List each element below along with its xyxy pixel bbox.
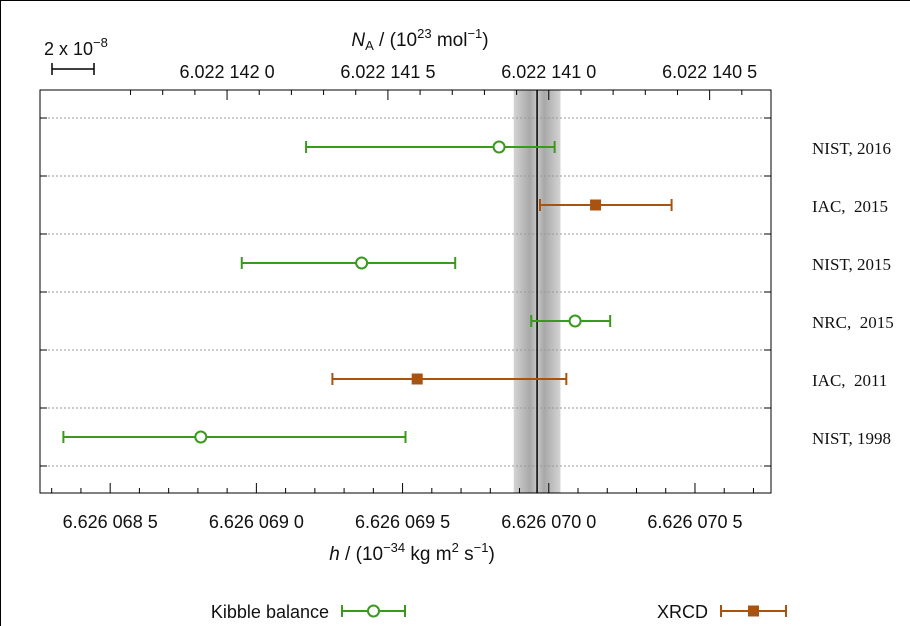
bottom-axis-title: h / (10−34 kg m2 s−1) [329, 540, 495, 565]
legend-swatch [341, 604, 406, 618]
legend-label: Kibble balance [211, 602, 329, 622]
data-point-group [539, 199, 673, 211]
data-point-group [240, 256, 457, 270]
row-label: IAC, 2011 [812, 371, 887, 390]
data-point-group [331, 373, 568, 385]
data-point-group [62, 430, 407, 444]
legend: Kibble balance XRCD [211, 602, 787, 622]
row-label: IAC, 2015 [812, 197, 888, 216]
point-marker-circle [492, 140, 506, 154]
legend-marker-square [748, 605, 759, 617]
top-axis-title: NA / (1023 mol−1) [351, 26, 488, 53]
legend-marker-circle [367, 604, 380, 618]
top-tick-label: 6.022 140 5 [662, 62, 757, 82]
gridlines [40, 117, 771, 467]
data-point-group [305, 140, 556, 154]
point-marker-circle [194, 430, 208, 444]
bottom-tick-label: 6.626 070 0 [501, 512, 596, 532]
point-marker-square [411, 373, 423, 385]
bottom-axis-tick-labels: 6.626 068 5 6.626 069 0 6.626 069 5 6.626 0… [63, 512, 743, 532]
data-points [62, 140, 673, 444]
top-tick-label: 6.022 141 0 [501, 62, 596, 82]
top-tick-label: 6.022 141 5 [340, 62, 435, 82]
row-label: NIST, 1998 [812, 429, 891, 448]
scale-bar [51, 63, 95, 75]
legend-swatch [720, 605, 787, 617]
bottom-tick-label: 6.626 068 5 [63, 512, 158, 532]
data-point-group [530, 314, 612, 328]
row-labels: NIST, 2016 IAC, 2015 NIST, 2015 NRC, 2015 IA… [812, 139, 894, 448]
legend-label: XRCD [657, 602, 708, 622]
bottom-tick-label: 6.626 070 5 [647, 512, 742, 532]
top-tick-label: 6.022 142 0 [180, 62, 275, 82]
point-marker-circle [568, 314, 582, 328]
point-marker-circle [355, 256, 369, 270]
scale-bar-label: 2 x 10−8 [44, 35, 108, 59]
bottom-tick-label: 6.626 069 5 [355, 512, 450, 532]
point-marker-square [590, 199, 602, 211]
row-label: NRC, 2015 [812, 313, 894, 332]
row-label: NIST, 2016 [812, 139, 891, 158]
row-label: NIST, 2015 [812, 255, 891, 274]
axis-ticks [40, 90, 771, 493]
top-axis-tick-labels: 6.022 142 0 6.022 141 5 6.022 141 0 6.022 1… [180, 62, 758, 82]
bottom-tick-label: 6.626 069 0 [209, 512, 304, 532]
